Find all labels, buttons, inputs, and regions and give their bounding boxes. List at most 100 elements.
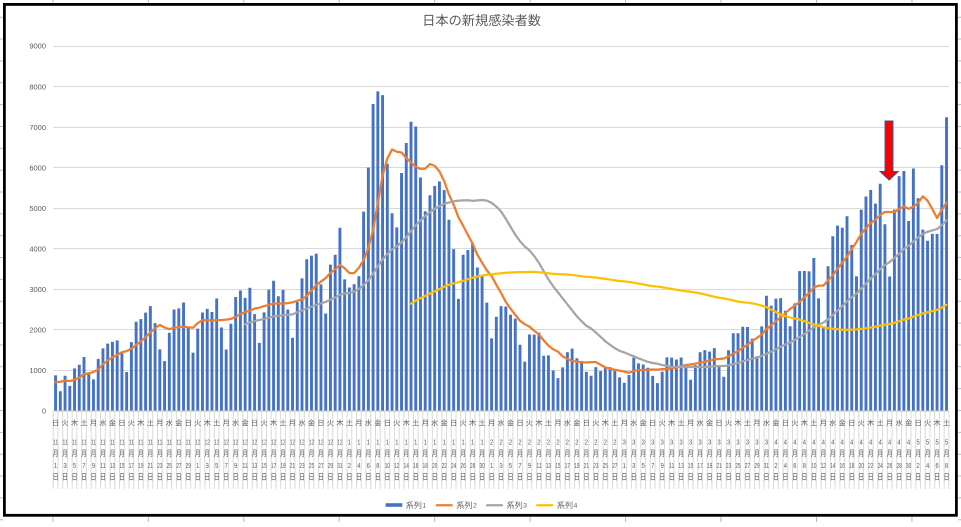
svg-text:12: 12: [328, 440, 333, 447]
svg-text:29: 29: [328, 463, 333, 470]
svg-text:12: 12: [233, 440, 238, 447]
svg-text:1: 1: [386, 440, 389, 447]
svg-text:12: 12: [299, 440, 304, 447]
svg-text:3000: 3000: [29, 285, 46, 294]
svg-text:12: 12: [243, 440, 248, 447]
svg-text:25: 25: [735, 463, 740, 470]
svg-text:4: 4: [803, 440, 806, 447]
svg-text:9000: 9000: [29, 42, 46, 51]
svg-text:1: 1: [424, 440, 427, 447]
svg-text:15: 15: [261, 463, 266, 470]
svg-text:1: 1: [367, 440, 370, 447]
svg-text:9: 9: [92, 463, 95, 470]
svg-text:30: 30: [906, 463, 911, 470]
svg-text:11: 11: [148, 440, 153, 447]
svg-text:1: 1: [395, 440, 398, 447]
svg-text:10: 10: [385, 463, 390, 470]
svg-text:12: 12: [309, 440, 314, 447]
svg-text:5: 5: [917, 440, 920, 447]
svg-text:13: 13: [546, 463, 551, 470]
svg-text:19: 19: [280, 463, 285, 470]
svg-text:3: 3: [736, 440, 739, 447]
svg-text:20: 20: [432, 463, 437, 470]
svg-text:17: 17: [565, 463, 570, 470]
svg-text:11: 11: [110, 440, 115, 447]
svg-text:16: 16: [413, 463, 418, 470]
svg-text:4: 4: [888, 440, 891, 447]
svg-text:5: 5: [509, 463, 512, 470]
svg-text:12: 12: [337, 440, 342, 447]
svg-text:15: 15: [119, 463, 124, 470]
svg-text:2: 2: [528, 440, 531, 447]
svg-text:24: 24: [451, 463, 456, 470]
svg-text:2: 2: [566, 440, 569, 447]
svg-text:11: 11: [72, 440, 77, 447]
svg-text:23: 23: [726, 463, 731, 470]
svg-text:12: 12: [224, 440, 229, 447]
svg-text:6: 6: [793, 463, 796, 470]
svg-text:4: 4: [784, 463, 787, 470]
svg-text:31: 31: [337, 463, 342, 470]
svg-text:3: 3: [63, 463, 66, 470]
svg-text:11: 11: [119, 440, 124, 447]
svg-text:2: 2: [613, 440, 616, 447]
svg-text:5: 5: [935, 440, 938, 447]
svg-text:14: 14: [404, 463, 409, 470]
svg-text:12: 12: [261, 440, 266, 447]
svg-text:12: 12: [394, 463, 399, 470]
svg-text:6: 6: [367, 463, 370, 470]
svg-text:4: 4: [812, 440, 815, 447]
svg-text:1: 1: [357, 440, 360, 447]
svg-text:5: 5: [215, 463, 218, 470]
svg-text:2: 2: [509, 440, 512, 447]
svg-text:4: 4: [898, 440, 901, 447]
svg-text:21: 21: [290, 463, 295, 470]
svg-text:2: 2: [556, 440, 559, 447]
svg-text:1: 1: [376, 440, 379, 447]
svg-text:12: 12: [252, 440, 257, 447]
svg-text:2000: 2000: [29, 326, 46, 335]
svg-text:3: 3: [632, 440, 635, 447]
svg-text:19: 19: [138, 463, 143, 470]
svg-text:12: 12: [318, 440, 323, 447]
svg-text:3: 3: [755, 440, 758, 447]
svg-text:11: 11: [157, 440, 162, 447]
svg-text:9: 9: [234, 463, 237, 470]
svg-text:8000: 8000: [29, 82, 46, 91]
svg-text:2: 2: [490, 440, 493, 447]
svg-text:2: 2: [604, 440, 607, 447]
svg-text:5: 5: [926, 440, 929, 447]
svg-text:1: 1: [623, 463, 626, 470]
svg-text:19: 19: [707, 463, 712, 470]
svg-text:11: 11: [91, 440, 96, 447]
svg-text:4: 4: [574, 503, 578, 510]
svg-text:4: 4: [869, 440, 872, 447]
svg-text:5: 5: [945, 440, 948, 447]
svg-text:11: 11: [243, 463, 248, 470]
svg-text:1: 1: [452, 440, 455, 447]
svg-text:12: 12: [280, 440, 285, 447]
svg-text:3: 3: [698, 440, 701, 447]
svg-text:3: 3: [670, 440, 673, 447]
svg-text:15: 15: [688, 463, 693, 470]
svg-text:25: 25: [603, 463, 608, 470]
svg-text:4: 4: [926, 463, 929, 470]
svg-text:8: 8: [803, 463, 806, 470]
svg-text:11: 11: [81, 440, 86, 447]
svg-text:25: 25: [309, 463, 314, 470]
svg-text:11: 11: [167, 440, 172, 447]
svg-text:21: 21: [148, 463, 153, 470]
svg-text:2: 2: [499, 440, 502, 447]
svg-text:3: 3: [523, 503, 527, 510]
svg-text:1: 1: [405, 440, 408, 447]
svg-text:2: 2: [547, 440, 550, 447]
svg-text:3: 3: [632, 463, 635, 470]
svg-text:5000: 5000: [29, 204, 46, 213]
svg-text:11: 11: [186, 440, 191, 447]
svg-text:1: 1: [196, 463, 199, 470]
svg-text:4: 4: [793, 440, 796, 447]
svg-text:4: 4: [907, 440, 910, 447]
svg-text:27: 27: [612, 463, 617, 470]
svg-text:2: 2: [585, 440, 588, 447]
svg-text:18: 18: [423, 463, 428, 470]
